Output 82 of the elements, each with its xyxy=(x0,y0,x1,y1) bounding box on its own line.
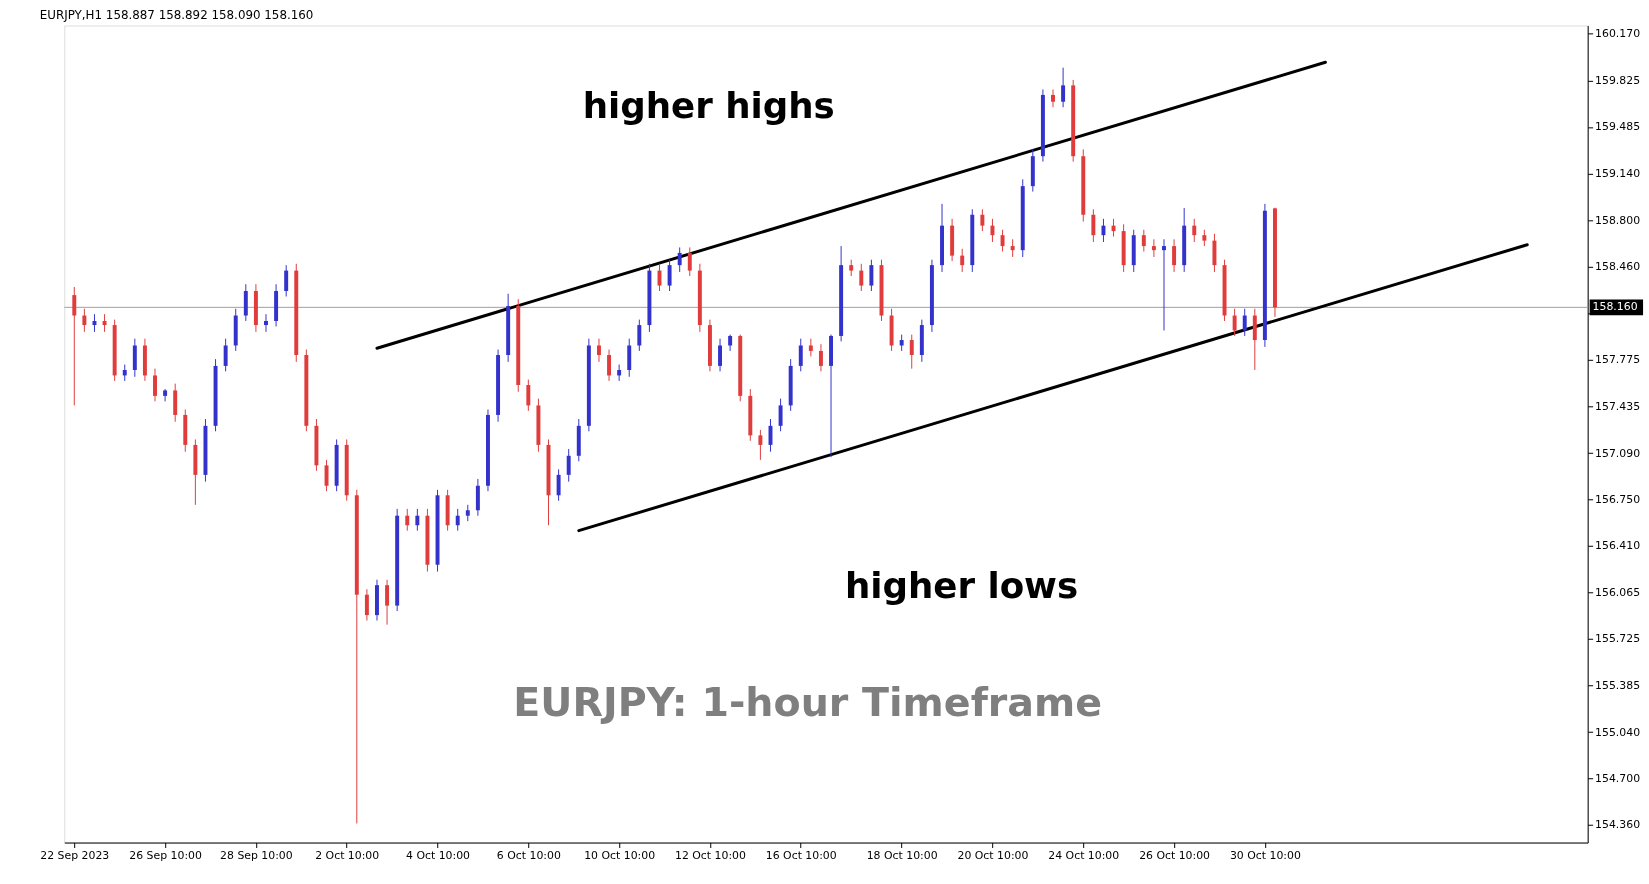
candlestick xyxy=(960,248,965,273)
candlestick xyxy=(1242,308,1247,337)
x-tick-label: 22 Sep 2023 xyxy=(40,848,110,862)
annotation: higher highs xyxy=(582,85,835,127)
candlestick xyxy=(1061,67,1066,108)
y-tick-label: 154.360 xyxy=(1595,818,1641,832)
chart-title: EURJPY,H1 158.887 158.892 158.090 158.160 xyxy=(39,7,314,22)
y-tick-label: 154.700 xyxy=(1595,772,1641,785)
x-tick-label: 20 Oct 10:00 xyxy=(957,848,1029,862)
candlestick xyxy=(72,286,77,406)
candlestick xyxy=(153,368,157,402)
y-tick-label: 157.435 xyxy=(1595,399,1641,413)
candlestick xyxy=(1000,229,1005,253)
candlestick xyxy=(415,508,420,532)
candlestick xyxy=(1162,238,1166,332)
candlestick xyxy=(718,338,723,372)
candlestick xyxy=(596,338,601,363)
y-tick-label: 155.040 xyxy=(1595,725,1641,739)
candlestick xyxy=(566,448,571,483)
y-tick-label: 156.410 xyxy=(1595,539,1641,553)
x-tick-label: 18 Oct 10:00 xyxy=(866,848,938,862)
x-tick-label: 4 Oct 10:00 xyxy=(406,848,471,862)
y-tick-label: 157.775 xyxy=(1595,353,1641,367)
candlestick xyxy=(82,308,87,333)
ref-line-label: 158.160 xyxy=(1592,300,1638,314)
candlestick xyxy=(758,429,763,461)
candlestick xyxy=(324,459,329,492)
candlestick xyxy=(687,246,692,277)
x-tick-label: 10 Oct 10:00 xyxy=(584,848,656,862)
x-tick-label: 26 Sep 10:00 xyxy=(129,848,202,862)
y-tick-label: 158.800 xyxy=(1595,213,1641,227)
candlestick xyxy=(405,508,410,532)
candlestick xyxy=(284,264,289,297)
candlestick xyxy=(980,208,985,232)
candlestick xyxy=(869,259,874,292)
candlestick xyxy=(677,246,682,273)
x-tick-label: 6 Oct 10:00 xyxy=(496,848,561,862)
candlestick xyxy=(455,508,460,532)
candlestick xyxy=(1051,88,1055,108)
candlestick xyxy=(990,218,995,243)
candlestick xyxy=(163,388,168,402)
candlestick xyxy=(818,343,823,372)
candlestick xyxy=(1091,208,1096,243)
x-tick-label: 28 Sep 10:00 xyxy=(220,848,293,862)
y-tick-label: 157.090 xyxy=(1595,446,1641,460)
y-tick-label: 159.485 xyxy=(1595,120,1641,134)
candlestick xyxy=(607,349,612,382)
x-tick-label: 16 Oct 10:00 xyxy=(765,848,837,862)
candlestick xyxy=(526,379,531,412)
candlestick xyxy=(264,313,268,333)
candlestick xyxy=(667,259,672,292)
candlestick xyxy=(1192,218,1197,243)
y-tick-label: 158.460 xyxy=(1595,259,1641,273)
x-tick-label: 30 Oct 10:00 xyxy=(1229,848,1301,862)
candlestick xyxy=(1232,308,1237,337)
candlestick xyxy=(1101,218,1106,243)
candlestick xyxy=(1172,238,1177,273)
candlestick xyxy=(1141,229,1146,253)
candlestick xyxy=(617,364,622,382)
annotation: higher lows xyxy=(844,565,1079,607)
candlestick xyxy=(909,334,914,370)
annotation: EURJPY: 1-hour Timeframe xyxy=(513,679,1103,726)
candlestick xyxy=(798,338,803,372)
y-tick-label: 155.385 xyxy=(1595,678,1641,692)
y-tick-label: 160.170 xyxy=(1595,27,1641,41)
y-tick-label: 155.725 xyxy=(1595,632,1641,646)
x-tick-label: 12 Oct 10:00 xyxy=(674,848,746,862)
candlestick xyxy=(364,588,369,622)
x-tick-label: 2 Oct 10:00 xyxy=(315,848,380,862)
y-tick-label: 159.825 xyxy=(1595,74,1641,88)
candlestick xyxy=(223,338,228,372)
candlestick xyxy=(859,263,864,292)
candlestick xyxy=(556,468,561,502)
y-tick-label: 159.140 xyxy=(1595,167,1641,181)
y-tick-label: 156.750 xyxy=(1595,492,1641,506)
x-tick-label: 26 Oct 10:00 xyxy=(1139,848,1211,862)
candlestick xyxy=(637,319,642,352)
candlestick xyxy=(385,579,390,626)
x-tick-label: 24 Oct 10:00 xyxy=(1048,848,1120,862)
candlestick xyxy=(1151,238,1156,258)
y-tick-label: 156.065 xyxy=(1595,586,1641,600)
candlestick xyxy=(778,398,783,432)
